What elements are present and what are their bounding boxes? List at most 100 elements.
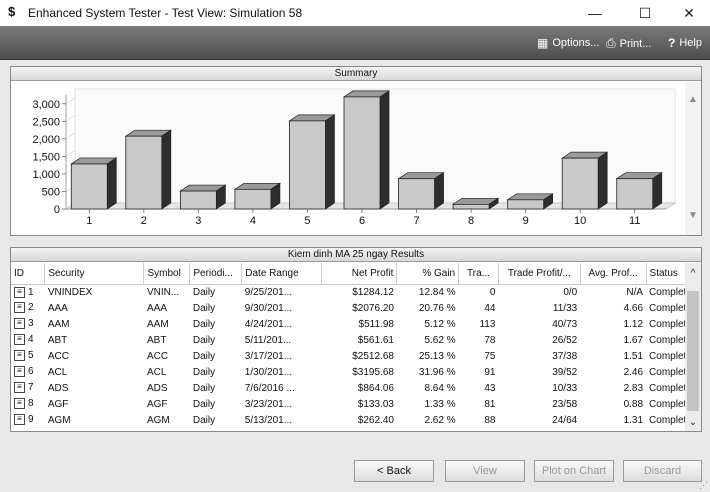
bar — [616, 178, 654, 210]
table-cell: Daily — [192, 318, 216, 330]
view-button[interactable]: View — [445, 460, 525, 482]
table-cell: AGF — [146, 398, 168, 410]
bar — [289, 120, 326, 210]
column-header[interactable]: % Gain — [396, 263, 460, 285]
table-row[interactable]: ≡ 4 ABT ABT Daily 5/11/201... $561.61 5.62 % 78 2… — [11, 332, 701, 348]
x-tick-label: 3 — [195, 215, 201, 227]
row-expand-icon[interactable]: ≡ — [14, 366, 25, 378]
table-cell: 7/6/2016 ... — [244, 382, 295, 394]
row-expand-icon[interactable]: ≡ — [14, 302, 25, 314]
summary-scrollbar[interactable]: ▲ ▼ — [685, 82, 701, 235]
row-expand-icon[interactable]: ≡ — [14, 398, 25, 410]
table-cell: 23/58 — [552, 398, 578, 410]
column-header[interactable]: ID — [11, 263, 46, 285]
table-cell: 5/13/201... — [244, 414, 293, 426]
column-header[interactable]: Trade Profit/... — [498, 263, 581, 285]
table-cell: 24/64 — [552, 414, 578, 426]
column-header[interactable]: Symbol — [143, 263, 191, 285]
close-button[interactable]: ✕ — [683, 5, 695, 21]
column-header[interactable]: Periodi... — [189, 263, 243, 285]
table-row[interactable]: ≡ 5 ACC ACC Daily 3/17/201... $2512.68 25.13 % 7… — [11, 348, 701, 364]
minimize-button[interactable]: — — [588, 5, 602, 21]
column-header[interactable]: Security — [44, 263, 145, 285]
table-cell: Daily — [192, 286, 216, 298]
printer-icon: ⎙ — [606, 36, 616, 50]
table-cell: ACC — [146, 350, 169, 362]
print-button[interactable]: ⎙ Print... — [606, 36, 651, 51]
table-cell: ABT — [47, 334, 68, 346]
app-icon: $ — [8, 4, 16, 19]
table-cell: 75 — [484, 350, 496, 362]
bar-side — [597, 151, 608, 210]
table-cell: ADS — [146, 382, 168, 394]
discard-label: Discard — [643, 465, 682, 477]
table-cell: 4.66 — [623, 302, 644, 314]
table-cell: 10/33 — [552, 382, 578, 394]
table-row[interactable]: ≡ 8 AGF AGF Daily 3/23/201... $133.03 1.33 % 81 2… — [11, 396, 701, 412]
y-tick-label: 1,000 — [32, 169, 60, 181]
scroll-up-icon[interactable]: ▲ — [688, 94, 698, 105]
resize-grip-icon[interactable]: ⋰ — [699, 480, 708, 490]
plot-label: Plot on Chart — [541, 465, 607, 477]
table-cell: Daily — [192, 382, 216, 394]
maximize-button[interactable]: ☐ — [638, 5, 652, 21]
row-expand-icon[interactable]: ≡ — [14, 350, 25, 362]
table-row[interactable]: ≡ 9 AGM AGM Daily 5/13/201... $262.40 2.62 % 88 2… — [11, 412, 701, 428]
row-expand-icon[interactable]: ≡ — [14, 414, 25, 426]
table-cell: 9/25/201... — [244, 286, 293, 298]
table-cell: 1.51 — [623, 350, 644, 362]
table-cell: ≡ 9 — [11, 412, 45, 428]
column-header[interactable]: Tra... — [458, 263, 499, 285]
column-header[interactable]: Date Range — [241, 263, 322, 285]
back-button[interactable]: < Back — [354, 460, 434, 482]
bar-side — [325, 114, 335, 210]
table-cell: VNINDEX — [47, 286, 93, 298]
table-row[interactable]: ≡ 6 ACL ACL Daily 1/30/201... $3195.68 31.96 % 9… — [11, 364, 701, 380]
table-cell: ≡ 5 — [11, 348, 45, 364]
row-expand-icon[interactable]: ≡ — [14, 334, 25, 346]
table-cell: $3195.68 — [352, 366, 394, 378]
table-cell: ACC — [47, 350, 69, 362]
table-cell: 0.88 — [623, 398, 644, 410]
row-expand-icon[interactable]: ≡ — [14, 286, 25, 298]
table-cell: VNIN... — [146, 286, 180, 298]
table-row[interactable]: ≡ 3 AAM AAM Daily 4/24/201... $511.98 5.12 % 113… — [11, 316, 701, 332]
bar-side — [161, 129, 172, 210]
table-cell: 2.83 — [623, 382, 644, 394]
table-cell: 11/33 — [552, 302, 578, 314]
results-scroll-up-icon[interactable]: ^ — [690, 268, 696, 279]
column-header[interactable]: Net Profit — [321, 263, 398, 285]
scroll-down-icon[interactable]: ▼ — [688, 210, 698, 221]
table-row[interactable]: ≡ 1 VNINDEX VNIN... Daily 9/25/201... $1284.12… — [11, 284, 701, 300]
results-scrollbar[interactable]: ^ ⌄ — [685, 263, 701, 431]
row-expand-icon[interactable]: ≡ — [14, 318, 25, 330]
x-tick-label: 10 — [574, 215, 586, 227]
table-cell: 81 — [484, 398, 496, 410]
bar — [561, 157, 599, 210]
options-icon: ▦ — [537, 36, 549, 50]
table-cell: $511.98 — [358, 318, 394, 330]
table-row[interactable]: ≡ 7 ADS ADS Daily 7/6/2016 ... $864.06 8.64 % 43… — [11, 380, 701, 396]
discard-button[interactable]: Discard — [623, 460, 702, 482]
table-cell: 1/30/201... — [244, 366, 293, 378]
column-header[interactable]: Avg. Prof... — [580, 263, 647, 285]
table-row[interactable]: ≡ 2 AAA AAA Daily 9/30/201... $2076.20 20.76 % 4… — [11, 300, 701, 316]
row-expand-icon[interactable]: ≡ — [14, 382, 25, 394]
help-button[interactable]: ? Help — [668, 36, 702, 50]
bar — [398, 178, 435, 210]
bar — [70, 163, 108, 210]
summary-chart: 0 500 1,000 1,500 2,000 2,500 3,000 1 2 3 4 5 6 7 8 9 10… — [32, 88, 676, 227]
results-header-row: ID Security Symbol Periodi... Date Range Net … — [11, 263, 702, 285]
table-cell: 40/73 — [552, 318, 578, 330]
plot-on-chart-button[interactable]: Plot on Chart — [534, 460, 614, 482]
table-cell: 91 — [484, 366, 496, 378]
table-cell: 2.46 — [623, 366, 644, 378]
options-button[interactable]: ▦ Options... — [537, 36, 599, 50]
y-tick-diagonal — [65, 150, 76, 157]
bar-side — [379, 90, 390, 210]
x-tick-label: 7 — [413, 215, 419, 227]
bar-side — [652, 172, 663, 210]
results-scroll-thumb[interactable] — [687, 291, 699, 411]
results-scroll-down-icon[interactable]: ⌄ — [688, 417, 698, 428]
table-cell: AGF — [47, 398, 69, 410]
